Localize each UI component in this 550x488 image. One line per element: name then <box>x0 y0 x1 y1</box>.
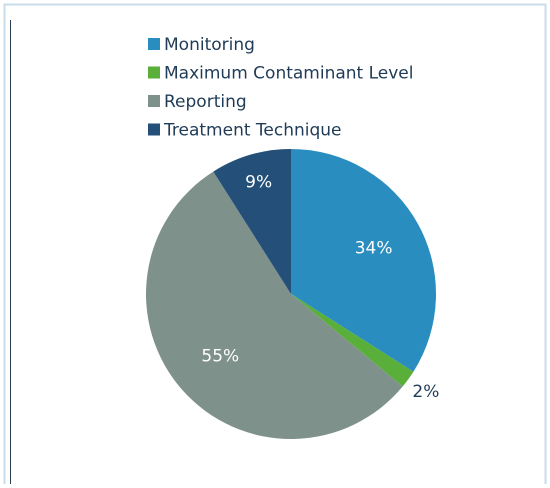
pie-slice <box>291 149 436 372</box>
data-label: 2% <box>412 382 439 402</box>
legend-label: Maximum Contaminant Level <box>164 64 414 84</box>
data-label: 9% <box>245 173 272 193</box>
pie-slice <box>146 171 403 439</box>
legend-swatch <box>148 123 160 136</box>
data-label: 34% <box>355 239 393 259</box>
pie-slice <box>213 149 291 294</box>
legend-swatch <box>148 38 160 50</box>
legend-label: Treatment Technique <box>163 121 342 141</box>
pie-slice <box>291 294 414 387</box>
legend-swatch <box>148 66 160 79</box>
legend-label: Monitoring <box>164 35 255 55</box>
legend-label: Reporting <box>164 92 247 112</box>
data-label: 55% <box>201 346 239 366</box>
legend-swatch <box>148 95 160 107</box>
